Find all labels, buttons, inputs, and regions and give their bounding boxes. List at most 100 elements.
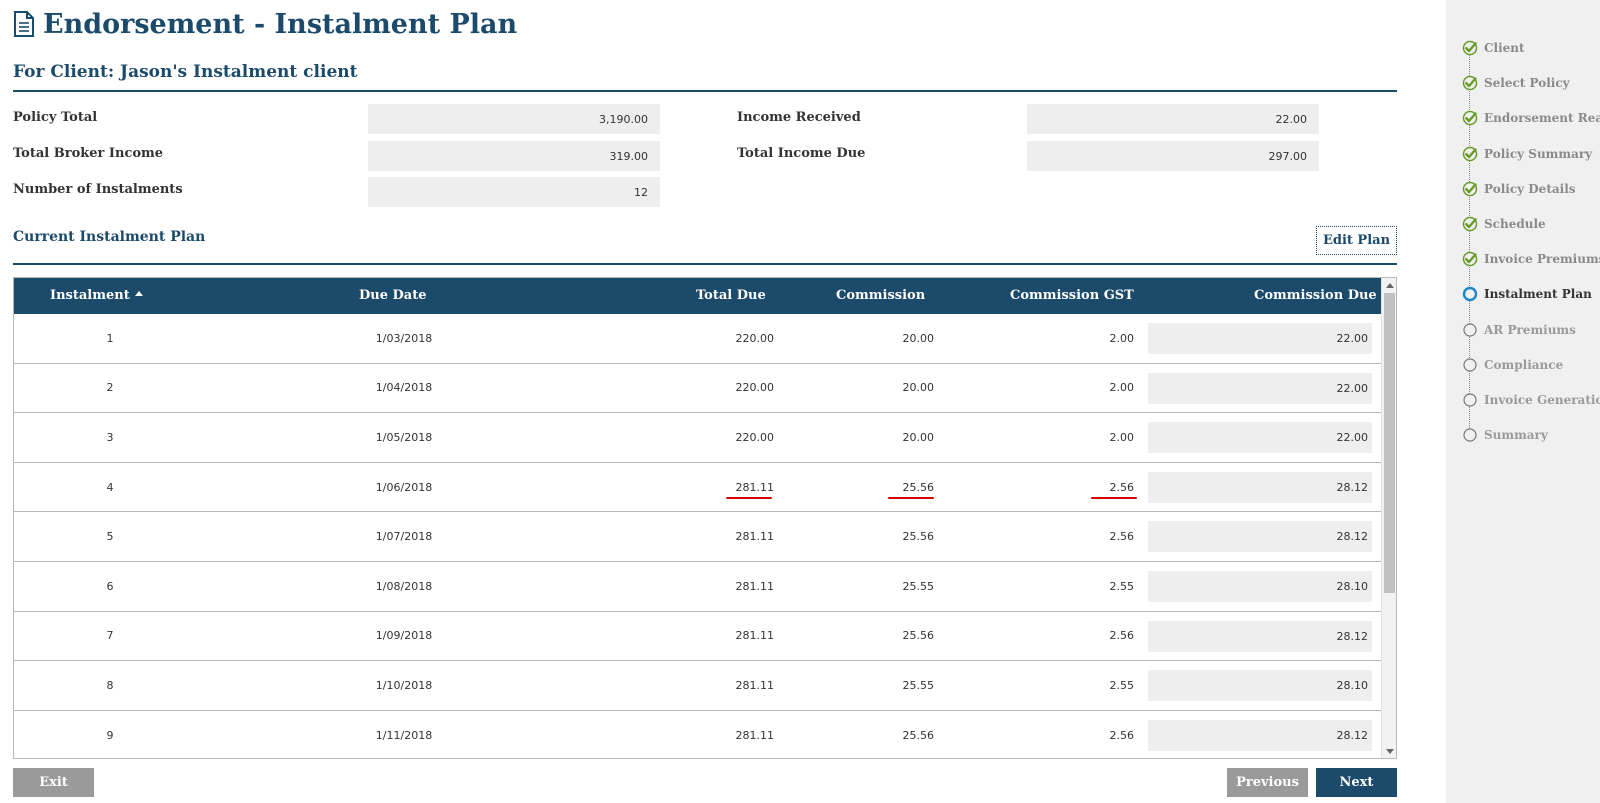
cell-due-date: 1/05/2018 bbox=[375, 430, 433, 444]
commission-due-field[interactable]: 28.12 bbox=[1148, 620, 1372, 652]
step-label: Select Policy bbox=[1484, 76, 1570, 91]
step-client[interactable]: Client bbox=[1462, 38, 1525, 58]
table-body: 1 1/03/2018 220.00 20.00 2.00 22.00 2 1/04/2018… bbox=[14, 314, 1382, 758]
col-due-date[interactable]: Due Date bbox=[359, 288, 427, 303]
cell-instalment: 5 bbox=[106, 530, 114, 544]
step-label: Schedule bbox=[1484, 217, 1546, 231]
cell-instalment: 2 bbox=[106, 381, 114, 395]
edit-plan-button[interactable]: Edit Plan bbox=[1316, 226, 1397, 255]
col-commission-due[interactable]: Commission Due bbox=[1254, 288, 1377, 303]
plan-divider bbox=[13, 263, 1397, 265]
scroll-up-icon[interactable] bbox=[1382, 278, 1396, 292]
income-received-label: Income Received bbox=[737, 110, 861, 125]
commission-due-field[interactable]: 28.12 bbox=[1148, 471, 1372, 503]
commission-due-field[interactable]: 22.00 bbox=[1148, 422, 1372, 454]
step-label: AR Premiums bbox=[1484, 322, 1576, 337]
step-invoice-premiums[interactable]: Invoice Premiums bbox=[1462, 249, 1600, 269]
cell-due-date: 1/08/2018 bbox=[375, 579, 433, 593]
previous-button[interactable]: Previous bbox=[1227, 768, 1308, 797]
client-heading: For Client: Jason's Instalment client bbox=[13, 62, 1397, 92]
cell-due-date: 1/07/2018 bbox=[375, 530, 433, 544]
cell-commission-gst: 2.55 bbox=[1109, 678, 1135, 692]
sort-ascending-icon bbox=[134, 291, 143, 296]
table-row: 1 1/03/2018 220.00 20.00 2.00 22.00 bbox=[14, 314, 1382, 364]
cell-commission: 25.56 bbox=[902, 728, 935, 742]
cell-commission: 25.56 bbox=[902, 629, 935, 643]
step-ar-premiums: AR Premiums bbox=[1462, 320, 1576, 340]
table-row: 4 1/06/2018 281.11 25.56 2.56 28.12 bbox=[14, 463, 1382, 513]
cell-instalment: 6 bbox=[106, 579, 114, 593]
table-scrollbar[interactable] bbox=[1381, 278, 1396, 758]
next-button[interactable]: Next bbox=[1316, 768, 1397, 797]
commission-due-field[interactable]: 28.10 bbox=[1148, 570, 1372, 602]
commission-due-field[interactable]: 28.10 bbox=[1148, 670, 1372, 702]
instalment-table: Instalment Due Date Total Due Commission… bbox=[13, 277, 1397, 759]
highlight-underline bbox=[726, 496, 772, 499]
col-commission-gst[interactable]: Commission GST bbox=[1010, 288, 1134, 303]
cell-commission-gst: 2.00 bbox=[1109, 430, 1135, 444]
ring-icon bbox=[1462, 286, 1478, 302]
cell-commission-gst: 2.55 bbox=[1109, 579, 1135, 593]
cell-due-date: 1/10/2018 bbox=[375, 678, 433, 692]
table-row: 2 1/04/2018 220.00 20.00 2.00 22.00 bbox=[14, 364, 1382, 414]
step-instalment-plan[interactable]: Instalment Plan bbox=[1462, 284, 1592, 304]
total-broker-income-label: Total Broker Income bbox=[13, 146, 164, 161]
cell-commission: 25.56 bbox=[902, 530, 935, 544]
empty-circle-icon bbox=[1462, 427, 1478, 443]
cell-due-date: 1/04/2018 bbox=[375, 381, 433, 395]
plan-heading: Current Instalment Plan bbox=[13, 229, 206, 245]
cell-total-due: 281.11 bbox=[735, 678, 775, 692]
step-label: Policy Details bbox=[1484, 181, 1576, 196]
cell-commission-gst: 2.56 bbox=[1109, 629, 1135, 643]
col-instalment-label: Instalment bbox=[50, 288, 130, 303]
cell-total-due: 220.00 bbox=[735, 381, 775, 395]
cell-commission-gst: 2.56 bbox=[1109, 728, 1135, 742]
step-policy-details[interactable]: Policy Details bbox=[1462, 179, 1576, 199]
step-policy-summary[interactable]: Policy Summary bbox=[1462, 144, 1592, 164]
empty-circle-icon bbox=[1462, 322, 1478, 338]
cell-due-date: 1/06/2018 bbox=[375, 480, 433, 494]
number-of-instalments-label: Number of Instalments bbox=[13, 182, 183, 197]
scroll-thumb[interactable] bbox=[1384, 293, 1395, 593]
page-title: Endorsement - Instalment Plan bbox=[13, 4, 517, 44]
cell-instalment: 9 bbox=[106, 728, 114, 742]
check-circle-icon bbox=[1462, 75, 1478, 91]
cell-instalment: 7 bbox=[106, 629, 114, 643]
table-header: Instalment Due Date Total Due Commission… bbox=[14, 278, 1382, 314]
step-label: Client bbox=[1484, 41, 1525, 55]
step-label: Invoice Generation bbox=[1484, 393, 1600, 407]
commission-due-field[interactable]: 22.00 bbox=[1148, 323, 1372, 354]
commission-due-field[interactable]: 22.00 bbox=[1148, 372, 1372, 404]
step-select-policy[interactable]: Select Policy bbox=[1462, 73, 1570, 93]
check-circle-icon bbox=[1462, 146, 1478, 162]
cell-commission: 20.00 bbox=[902, 331, 935, 345]
commission-due-field[interactable]: 28.12 bbox=[1148, 719, 1372, 751]
commission-due-field[interactable]: 28.12 bbox=[1148, 521, 1372, 553]
highlight-underline bbox=[1091, 496, 1137, 499]
main-panel: Endorsement - Instalment Plan For Client… bbox=[13, 4, 1397, 797]
step-summary: Summary bbox=[1462, 425, 1548, 445]
exit-button[interactable]: Exit bbox=[13, 768, 94, 797]
number-of-instalments-value: 12 bbox=[368, 177, 660, 207]
scroll-down-icon[interactable] bbox=[1382, 744, 1396, 758]
cell-instalment: 3 bbox=[106, 430, 114, 444]
cell-commission: 25.55 bbox=[902, 579, 935, 593]
cell-commission: 20.00 bbox=[902, 430, 935, 444]
highlight-underline bbox=[888, 496, 934, 499]
cell-commission-gst: 2.56 bbox=[1109, 530, 1135, 544]
cell-commission-gst: 2.00 bbox=[1109, 381, 1135, 395]
check-circle-icon bbox=[1462, 251, 1478, 267]
cell-instalment: 1 bbox=[106, 331, 114, 345]
col-commission[interactable]: Commission bbox=[836, 288, 926, 303]
step-label: Invoice Premiums bbox=[1484, 252, 1600, 267]
table-row: 3 1/05/2018 220.00 20.00 2.00 22.00 bbox=[14, 413, 1382, 463]
income-received-value: 22.00 bbox=[1027, 104, 1319, 134]
col-total-due[interactable]: Total Due bbox=[696, 288, 766, 303]
table-row: 7 1/09/2018 281.11 25.56 2.56 28.12 bbox=[14, 612, 1382, 662]
step-schedule[interactable]: Schedule bbox=[1462, 214, 1546, 234]
total-income-due-value: 297.00 bbox=[1027, 141, 1319, 171]
step-compliance: Compliance bbox=[1462, 355, 1563, 375]
step-endorsement-reason[interactable]: Endorsement Reason bbox=[1462, 108, 1600, 128]
col-instalment[interactable]: Instalment bbox=[50, 278, 143, 314]
step-label: Policy Summary bbox=[1484, 146, 1593, 161]
